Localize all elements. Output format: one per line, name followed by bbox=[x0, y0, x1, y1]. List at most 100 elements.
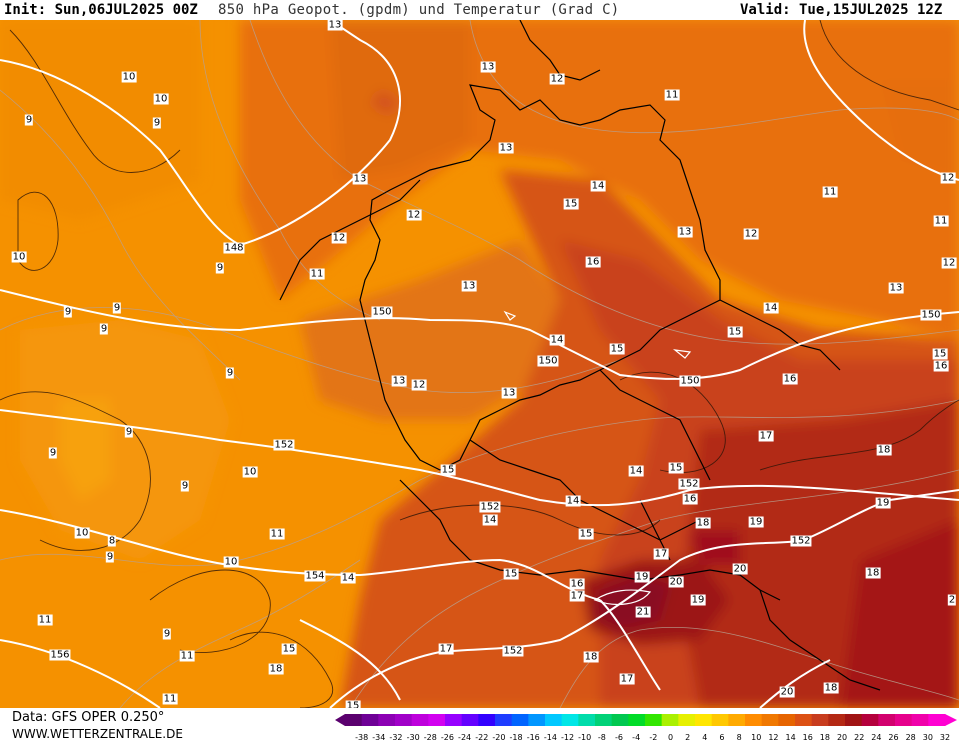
legend-swatch bbox=[361, 714, 379, 726]
legend-tick-label: -14 bbox=[543, 733, 557, 742]
weather-map: 13 13 12 11 10 10 9 9 13 13 14 11 12 12 11 12 13 12 10 9 12 1… bbox=[0, 20, 959, 708]
temperature-label: 9 bbox=[180, 480, 190, 492]
temperature-label: 12 bbox=[941, 257, 957, 269]
geopotential-label: 19 bbox=[875, 497, 891, 509]
temperature-label: 9 bbox=[48, 447, 58, 459]
legend-swatch bbox=[645, 714, 663, 726]
temperature-label: 15 bbox=[578, 528, 594, 540]
temperature-label: 16 bbox=[782, 373, 798, 385]
legend-swatch bbox=[545, 714, 563, 726]
legend-tick-label: 28 bbox=[905, 733, 916, 742]
legend-tick-label: 10 bbox=[751, 733, 762, 742]
temperature-label: 13 bbox=[327, 20, 343, 31]
legend-tick-label: 16 bbox=[802, 733, 813, 742]
temperature-label: 19 bbox=[634, 571, 650, 583]
temperature-label: 13 bbox=[480, 61, 496, 73]
legend-swatch bbox=[678, 714, 696, 726]
temperature-label: 9 bbox=[24, 114, 34, 126]
temperature-label: 20 bbox=[668, 576, 684, 588]
geopotential-label: 15 bbox=[563, 198, 579, 210]
legend-tick-label: 32 bbox=[939, 733, 951, 742]
legend-swatch bbox=[811, 714, 829, 726]
legend-swatch bbox=[511, 714, 529, 726]
temperature-label: 16 bbox=[569, 578, 585, 590]
legend-tick-label: 14 bbox=[785, 733, 796, 742]
temperature-label: 20 bbox=[732, 563, 748, 575]
legend-tick-label: 24 bbox=[871, 733, 882, 742]
legend-tick-label: 2 bbox=[685, 733, 691, 742]
legend-swatch bbox=[661, 714, 679, 726]
geopotential-label: 150 bbox=[371, 306, 393, 318]
legend-swatch bbox=[461, 714, 479, 726]
temperature-label: 16 bbox=[682, 493, 698, 505]
geopotential-label: 154 bbox=[304, 570, 326, 582]
temperature-label: 12 bbox=[743, 228, 759, 240]
temperature-label: 21 bbox=[635, 606, 651, 618]
data-source: Data: GFS OPER 0.250° bbox=[12, 710, 165, 725]
temperature-label: 18 bbox=[583, 651, 599, 663]
temperature-label: 19 bbox=[690, 594, 706, 606]
color-legend: -38 -34 -32 -30 -28 -26 -24 -22 -20 -18 -16 -14 -12-… bbox=[335, 712, 959, 742]
legend-swatch bbox=[611, 714, 629, 726]
legend-swatch bbox=[395, 714, 413, 726]
valid-time: Valid: Tue,15JUL2025 12Z bbox=[740, 2, 943, 18]
legend-tick-label: -32 bbox=[389, 733, 403, 742]
temperature-label: 13 bbox=[352, 173, 368, 185]
legend-tick-label: 8 bbox=[736, 733, 742, 742]
legend-swatch bbox=[895, 714, 913, 726]
temperature-label: 13 bbox=[677, 226, 693, 238]
legend-swatch bbox=[795, 714, 813, 726]
geopotential-label: 150 bbox=[679, 375, 701, 387]
temperature-label: 11 bbox=[933, 215, 949, 227]
legend-swatch bbox=[778, 714, 796, 726]
temperature-label: 12 bbox=[406, 209, 422, 221]
geopotential-label: 15 bbox=[503, 568, 519, 580]
legend-swatch bbox=[695, 714, 713, 726]
temperature-label: 10 bbox=[223, 556, 239, 568]
geopotential-label: 150 bbox=[537, 355, 559, 367]
temperature-label: 16 bbox=[585, 256, 601, 268]
temperature-label: 13 bbox=[888, 282, 904, 294]
temperature-label: 12 bbox=[549, 73, 565, 85]
legend-swatch bbox=[428, 714, 446, 726]
legend-swatch bbox=[861, 714, 879, 726]
temperature-label: 2 bbox=[947, 594, 957, 606]
legend-tick-label: -38 bbox=[355, 733, 369, 742]
legend-arrow-high bbox=[945, 714, 957, 726]
temperature-label: 10 bbox=[11, 251, 27, 263]
legend-swatch bbox=[445, 714, 463, 726]
geopotential-label: 15 bbox=[440, 464, 456, 476]
source-url: WWW.WETTERZENTRALE.DE bbox=[12, 727, 183, 741]
temperature-label: 10 bbox=[153, 93, 169, 105]
geopotential-label: 15 bbox=[609, 343, 625, 355]
init-time: Init: Sun,06JUL2025 00Z bbox=[4, 2, 198, 18]
temperature-label: 9 bbox=[63, 306, 73, 318]
legend-tick-label: -30 bbox=[406, 733, 420, 742]
temperature-label: 18 bbox=[876, 444, 892, 456]
legend-swatch bbox=[711, 714, 729, 726]
legend-tick-label: 22 bbox=[854, 733, 865, 742]
legend-tick-label: -28 bbox=[423, 733, 437, 742]
legend-tick-label: 30 bbox=[922, 733, 933, 742]
temperature-label: 17 bbox=[569, 590, 585, 602]
temperature-label: 10 bbox=[121, 71, 137, 83]
legend-swatch bbox=[828, 714, 846, 726]
temperature-label: 11 bbox=[37, 614, 53, 626]
legend-swatch bbox=[378, 714, 396, 726]
legend-tick-label: -18 bbox=[509, 733, 523, 742]
temperature-label: 9 bbox=[99, 323, 109, 335]
legend-tick-label: -22 bbox=[475, 733, 489, 742]
legend-swatch bbox=[728, 714, 746, 726]
water-bodies bbox=[503, 310, 692, 606]
temperature-label: 17 bbox=[438, 643, 454, 655]
legend-swatch bbox=[911, 714, 929, 726]
legend-tick-label: 4 bbox=[702, 733, 708, 742]
legend-tick-label: -16 bbox=[526, 733, 540, 742]
temperature-label: 18 bbox=[268, 663, 284, 675]
legend-swatch bbox=[928, 714, 946, 726]
legend-tick-label: 26 bbox=[888, 733, 899, 742]
temperature-label: 11 bbox=[822, 186, 838, 198]
temperature-label: 9 bbox=[105, 551, 115, 563]
legend-tick-label: 0 bbox=[667, 733, 674, 742]
temperature-label: 9 bbox=[124, 426, 134, 438]
